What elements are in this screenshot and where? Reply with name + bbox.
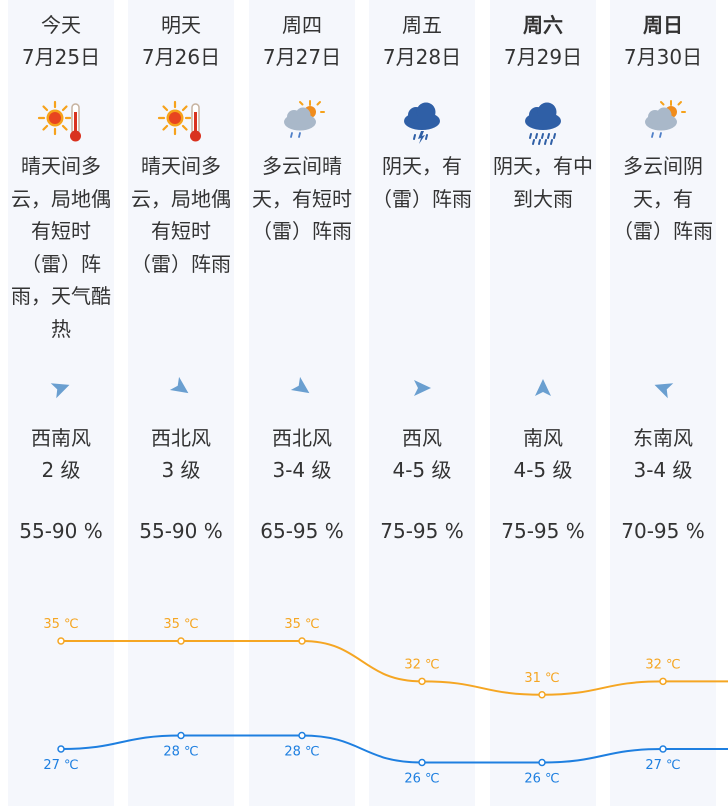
heavy-rain-icon xyxy=(519,98,567,146)
wind-direction: 西南风 xyxy=(31,426,91,450)
high-temperature-point xyxy=(57,637,65,645)
day-name: 周六 xyxy=(523,13,563,37)
day-name: 明天 xyxy=(161,13,201,37)
day-column: 周五 7月28日 阴天，有（雷）阵雨 西风 4-5 级 75-95 % xyxy=(369,0,475,806)
wind-arrow-south-icon xyxy=(531,376,555,400)
high-temperature-label: 35 ℃ xyxy=(163,617,198,632)
wind-arrow-southwest-icon xyxy=(49,376,73,400)
low-temperature-point xyxy=(538,758,546,767)
humidity: 75-95 % xyxy=(501,519,585,543)
low-temperature-label: 27 ℃ xyxy=(43,758,78,773)
wind-direction: 东南风 xyxy=(633,426,693,450)
wind-direction: 西风 xyxy=(402,426,442,450)
low-temperature-line xyxy=(60,734,728,764)
wind-arrow-southeast-icon xyxy=(651,376,675,400)
day-date: 7月27日 xyxy=(262,45,342,69)
sunny-hot-icon xyxy=(157,98,205,146)
wind-arrow-northwest-icon xyxy=(290,376,314,400)
humidity: 65-95 % xyxy=(260,519,344,543)
thunder-shower-icon xyxy=(398,98,446,146)
humidity: 70-95 % xyxy=(621,519,705,543)
day-date: 7月25日 xyxy=(21,45,101,69)
high-temperature-point xyxy=(659,677,667,686)
high-temperature-point xyxy=(298,637,306,645)
day-name: 今天 xyxy=(41,13,81,37)
wind-arrow-northwest-icon xyxy=(169,376,193,400)
wind-level: 3-4 级 xyxy=(633,458,693,482)
weather-description: 多云间晴天，有短时（雷）阵雨 xyxy=(252,154,352,243)
sunny-hot-icon xyxy=(37,98,85,146)
low-temperature-label: 28 ℃ xyxy=(163,745,198,760)
low-temperature-label: 28 ℃ xyxy=(284,745,319,760)
high-temperature-label: 31 ℃ xyxy=(524,671,559,686)
weather-description: 晴天间多云，局地偶有短时（雷）阵雨，天气酷热 xyxy=(11,154,111,341)
humidity: 75-95 % xyxy=(380,519,464,543)
low-temperature-point xyxy=(177,731,185,740)
low-temperature-point xyxy=(418,758,426,767)
day-column: 今天 7月25日 晴天间多云，局地偶有短时（雷）阵雨，天气酷热 西南风 2 级 … xyxy=(8,0,114,806)
wind-arrow-west-icon xyxy=(410,376,434,400)
wind-level: 2 级 xyxy=(41,458,81,482)
wind-level: 3-4 级 xyxy=(272,458,332,482)
wind-level: 4-5 级 xyxy=(513,458,573,482)
day-date: 7月30日 xyxy=(623,45,703,69)
day-column: 周日 7月30日 多云间阴天，有（雷）阵雨 东南风 3-4 级 70-95 % xyxy=(610,0,716,806)
high-temperature-label: 32 ℃ xyxy=(404,657,439,672)
high-temperature-point xyxy=(538,691,546,699)
day-column: 明天 7月26日 晴天间多云，局地偶有短时（雷）阵雨 西北风 3 级 55-90… xyxy=(128,0,234,806)
high-temperature-point xyxy=(177,637,185,645)
low-temperature-label: 26 ℃ xyxy=(524,772,559,787)
cloudy-sun-rain-icon xyxy=(278,98,326,146)
day-date: 7月28日 xyxy=(382,45,462,69)
weather-description: 阴天，有中到大雨 xyxy=(493,154,593,211)
weather-description: 阴天，有（雷）阵雨 xyxy=(372,154,472,211)
wind-direction: 南风 xyxy=(523,426,563,450)
low-temperature-point xyxy=(57,745,65,753)
day-name: 周四 xyxy=(282,13,322,37)
day-name: 周日 xyxy=(643,13,683,37)
wind-direction: 西北风 xyxy=(151,426,211,450)
low-temperature-point xyxy=(659,745,667,753)
wind-level: 4-5 级 xyxy=(392,458,452,482)
weather-description: 多云间阴天，有（雷）阵雨 xyxy=(613,154,713,243)
low-temperature-point xyxy=(298,731,306,740)
low-temperature-label: 26 ℃ xyxy=(404,772,439,787)
wind-direction: 西北风 xyxy=(272,426,332,450)
day-date: 7月26日 xyxy=(141,45,221,69)
day-name: 周五 xyxy=(402,13,442,37)
high-temperature-label: 32 ℃ xyxy=(645,657,680,672)
cloudy-sun-rain-icon xyxy=(639,98,687,146)
humidity: 55-90 % xyxy=(19,519,103,543)
high-temperature-label: 35 ℃ xyxy=(43,617,78,632)
high-temperature-line xyxy=(61,639,728,696)
weather-description: 晴天间多云，局地偶有短时（雷）阵雨 xyxy=(131,154,231,276)
wind-level: 3 级 xyxy=(161,458,201,482)
high-temperature-label: 35 ℃ xyxy=(284,617,319,632)
humidity: 55-90 % xyxy=(139,519,223,543)
day-column: 周六 7月29日 阴天，有中到大雨 南风 4-5 级 75-95 % xyxy=(490,0,596,806)
low-temperature-label: 27 ℃ xyxy=(645,758,680,773)
day-date: 7月29日 xyxy=(503,45,583,69)
high-temperature-point xyxy=(418,677,426,686)
day-column: 周四 7月27日 多云间晴天，有短时（雷）阵雨 西北风 3-4 级 65-95 … xyxy=(249,0,355,806)
